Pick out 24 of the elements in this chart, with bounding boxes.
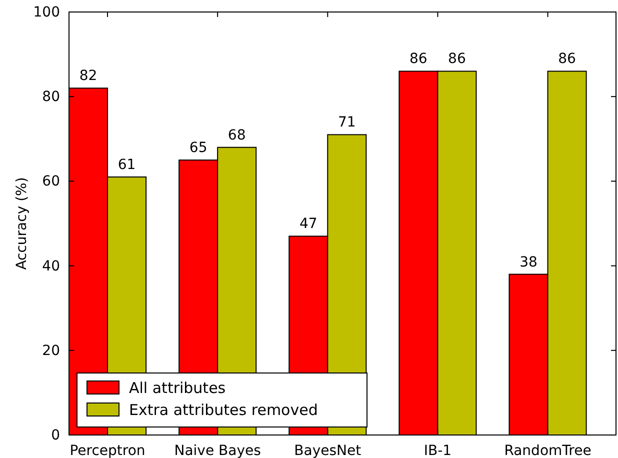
y-tick-label: 0: [51, 427, 60, 444]
y-tick-label: 40: [42, 258, 60, 274]
x-tick-label: Perceptron: [70, 443, 146, 458]
data-label: 86: [410, 51, 428, 68]
data-label: 61: [118, 156, 136, 173]
data-label: 38: [520, 254, 538, 270]
data-label: 65: [189, 140, 208, 156]
x-tick-label: IB-1: [424, 443, 452, 458]
data-label: 68: [228, 127, 246, 144]
data-label: 82: [79, 68, 98, 84]
legend-label: Extra attributes removed: [129, 401, 318, 419]
x-tick-label: BayesNet: [294, 443, 362, 458]
data-label: 71: [338, 114, 356, 131]
y-tick-label: 60: [42, 174, 60, 190]
y-tick-label: 20: [42, 342, 60, 359]
y-axis-title: Accuracy (%): [14, 177, 30, 270]
x-tick-label: RandomTree: [504, 443, 592, 458]
data-label: 47: [299, 216, 318, 232]
legend-label: All attributes: [129, 379, 226, 397]
data-label: 86: [558, 51, 576, 68]
data-label: 86: [448, 51, 466, 68]
x-tick-label: Naive Bayes: [174, 443, 261, 458]
y-tick-label: 100: [33, 4, 60, 20]
y-tick-label: 80: [42, 89, 60, 106]
